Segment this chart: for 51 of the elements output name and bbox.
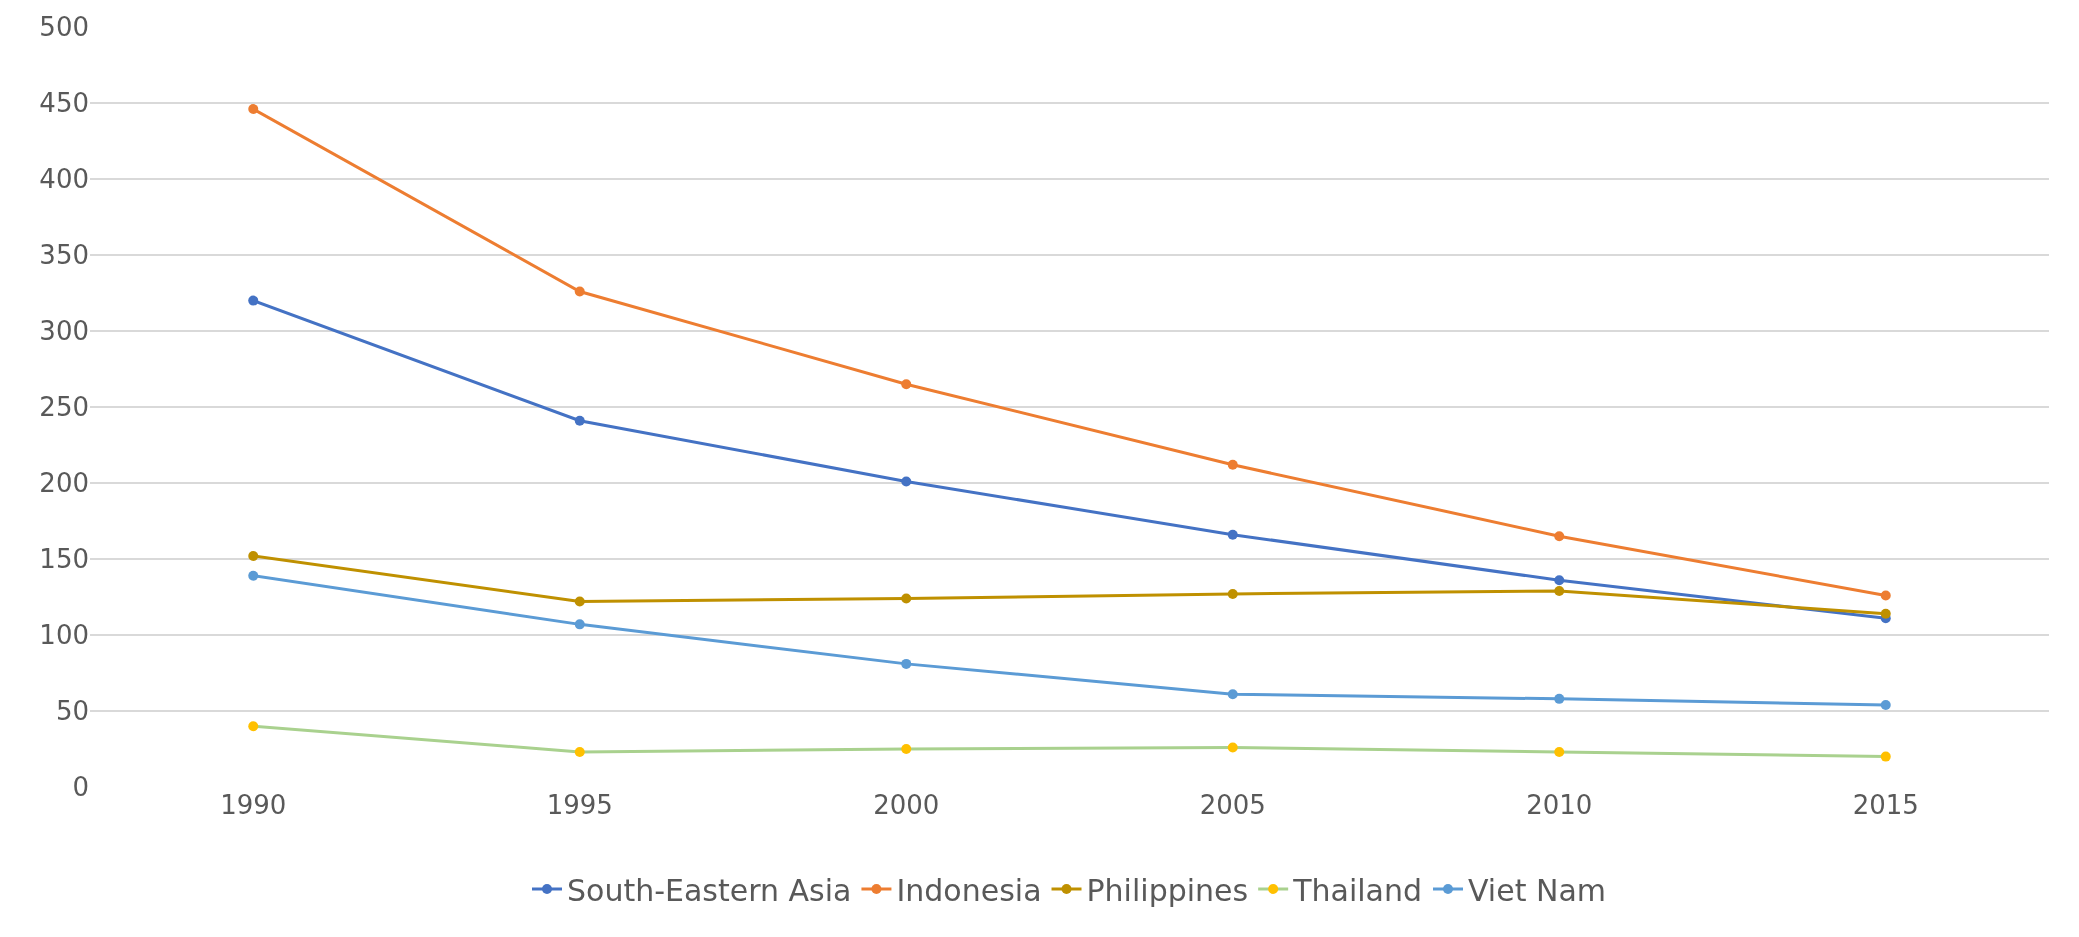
legend-label: South-Eastern Asia xyxy=(567,872,852,908)
legend-label: Thailand xyxy=(1292,872,1422,908)
point xyxy=(1880,590,1891,601)
point xyxy=(248,550,259,561)
y-tick-label: 300 xyxy=(39,316,89,347)
y-tick-label: 400 xyxy=(39,164,89,195)
x-tick-label: 1990 xyxy=(220,790,287,820)
x-tick-label: 2015 xyxy=(1852,790,1919,820)
point xyxy=(1554,575,1565,586)
point xyxy=(574,619,585,630)
point xyxy=(1554,531,1565,542)
point xyxy=(1554,747,1565,758)
point xyxy=(1554,693,1565,704)
point xyxy=(1880,751,1891,762)
point xyxy=(1227,459,1238,470)
y-tick-label: 150 xyxy=(39,544,89,575)
point xyxy=(1227,529,1238,540)
point xyxy=(1227,742,1238,753)
point xyxy=(1227,689,1238,700)
point xyxy=(574,415,585,426)
point xyxy=(901,476,912,487)
point xyxy=(901,744,912,754)
x-tick-label: 2000 xyxy=(873,790,940,820)
point xyxy=(248,570,259,581)
point xyxy=(1227,588,1238,599)
point xyxy=(901,379,912,390)
y-tick-label: 50 xyxy=(55,696,89,727)
x-tick-label: 2005 xyxy=(1199,790,1266,820)
y-tick-label: 0 xyxy=(72,772,89,803)
x-tick-label: 2010 xyxy=(1526,790,1593,820)
point xyxy=(574,286,585,297)
y-tick-label: 500 xyxy=(39,12,89,43)
point xyxy=(574,747,585,758)
legend-label: Philippines xyxy=(1086,872,1249,908)
point xyxy=(1880,608,1891,619)
y-tick-label: 100 xyxy=(39,620,89,651)
y-tick-label: 450 xyxy=(39,88,89,119)
y-tick-label: 350 xyxy=(39,240,89,271)
y-tick-label: 250 xyxy=(39,392,89,423)
point xyxy=(248,295,259,306)
point xyxy=(901,593,912,604)
point xyxy=(248,104,259,115)
x-tick-label: 1995 xyxy=(546,790,613,820)
point xyxy=(574,596,585,607)
point xyxy=(901,658,912,669)
point xyxy=(248,721,259,732)
legend-label: Viet Nam xyxy=(1468,872,1607,908)
legend-label: Indonesia xyxy=(896,872,1042,908)
point xyxy=(1880,699,1891,710)
point xyxy=(1554,585,1565,596)
y-tick-label: 200 xyxy=(39,468,89,499)
